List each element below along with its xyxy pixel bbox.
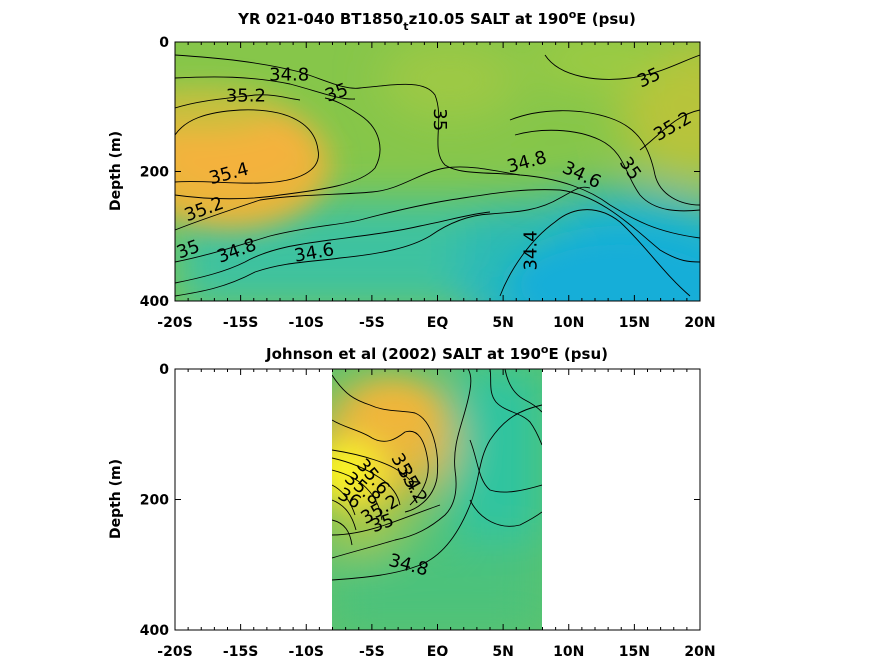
x-tick-label: 15N [619, 315, 650, 331]
x-tick-label: EQ [427, 315, 449, 331]
y-tick-label: 400 [140, 623, 169, 639]
bottom-y-ticks: 0 200 400 [140, 362, 700, 639]
y-tick-label: 0 [159, 35, 169, 51]
x-tick-label: -10S [289, 315, 324, 331]
x-tick-label: 5N [492, 644, 513, 656]
x-tick-label: 20N [684, 315, 715, 331]
top-panel: YR 021-040 BT1850tz10.05 SALT at 190oE (… [108, 8, 716, 331]
contour-label: 34.4 [521, 230, 542, 270]
y-tick-label: 200 [140, 493, 169, 509]
top-contour-lines [175, 54, 700, 297]
x-tick-label: -20S [157, 315, 192, 331]
bottom-panel: Johnson et al (2002) SALT at 190oE (psu) [108, 343, 716, 656]
contour-label: 34.8 [269, 64, 309, 85]
x-tick-label: 10N [553, 315, 584, 331]
top-y-axis-label: Depth (m) [108, 131, 124, 211]
y-tick-label: 0 [159, 362, 169, 378]
x-tick-label: 15N [619, 644, 650, 656]
top-y-ticks: 0 200 400 [140, 35, 700, 310]
bottom-title: Johnson et al (2002) SALT at 190oE (psu) [265, 343, 608, 363]
x-tick-label: EQ [427, 644, 449, 656]
bottom-y-axis-label: Depth (m) [108, 459, 124, 539]
bottom-x-ticks: -20S -15S -10S -5S EQ 5N 10N 15N 20N [157, 369, 716, 656]
x-tick-label: -5S [359, 644, 385, 656]
x-tick-label: -15S [223, 644, 258, 656]
y-tick-label: 400 [140, 294, 169, 310]
top-title: YR 021-040 BT1850tz10.05 SALT at 190oE (… [237, 8, 636, 33]
x-tick-label: 5N [492, 315, 513, 331]
top-x-ticks: -20S -15S -10S -5S EQ 5N 10N 15N 20N [157, 42, 716, 331]
contour-label: 35 [429, 108, 450, 131]
x-tick-label: -15S [223, 315, 258, 331]
contour-label: 35.2 [226, 86, 266, 107]
x-tick-label: 10N [553, 644, 584, 656]
x-tick-label: -5S [359, 315, 385, 331]
x-tick-label: 20N [684, 644, 715, 656]
x-tick-label: -10S [289, 644, 324, 656]
y-tick-label: 200 [140, 165, 169, 181]
bottom-contour-lines [332, 369, 542, 581]
x-tick-label: -20S [157, 644, 192, 656]
